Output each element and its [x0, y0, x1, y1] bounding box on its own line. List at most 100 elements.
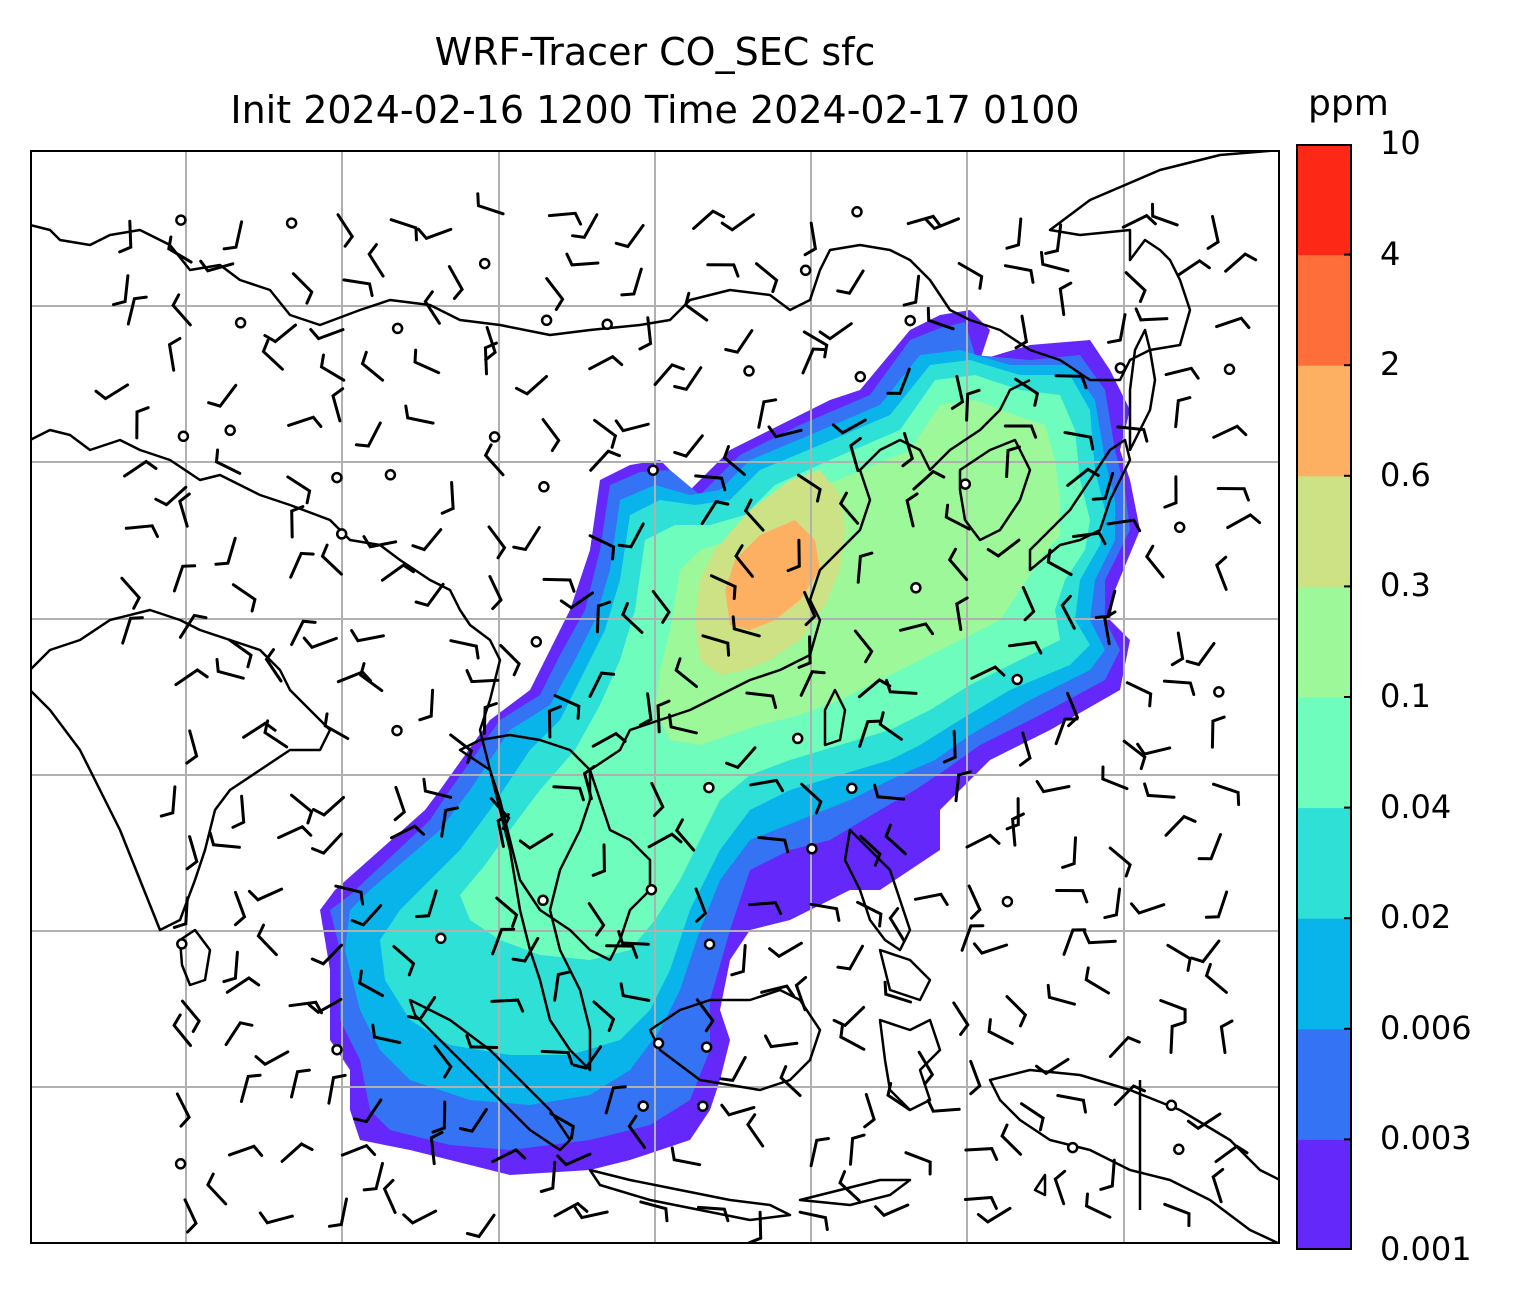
- colorbar-segment: [1296, 144, 1352, 256]
- wind-barb: [362, 535, 398, 549]
- wind-barb: [1170, 631, 1185, 667]
- wind-barb: [222, 220, 244, 251]
- wind-barb: [619, 982, 651, 1002]
- wind-barb: [970, 665, 1006, 680]
- wind-barb: [490, 998, 525, 1013]
- wind-barb: [604, 1085, 627, 1115]
- wind-barb: [215, 658, 245, 680]
- calm-marker: [700, 1041, 713, 1053]
- wind-barb: [264, 648, 283, 683]
- wind-barb: [838, 1170, 861, 1202]
- wind-barb: [1211, 1167, 1225, 1204]
- wind-barb: [839, 1023, 866, 1051]
- wind-barb: [621, 602, 644, 634]
- wind-barb: [757, 836, 790, 854]
- wind-barb: [639, 1200, 669, 1223]
- wind-barb: [701, 634, 731, 657]
- wind-barb: [1008, 640, 1043, 655]
- wind-barb: [1046, 548, 1073, 576]
- colorbar-segment: [1296, 475, 1352, 587]
- wind-barb: [638, 692, 653, 727]
- wind-barb: [1005, 445, 1021, 478]
- colorbar-unit-label: ppm: [1308, 83, 1389, 124]
- wind-barb: [803, 221, 818, 257]
- wind-barb: [415, 889, 438, 919]
- wind-barb: [651, 590, 671, 624]
- wind-barb: [1210, 715, 1226, 749]
- wind-barb: [1014, 377, 1040, 407]
- wind-barb: [1122, 739, 1147, 771]
- wind-barb: [353, 1098, 383, 1124]
- colorbar-segment: [1296, 586, 1352, 698]
- wind-barb: [1103, 610, 1117, 646]
- wind-barb: [786, 538, 801, 573]
- wind-barb: [1159, 999, 1187, 1024]
- colorbar-tick-label: 0.3: [1380, 566, 1431, 605]
- wind-barb: [371, 1023, 402, 1045]
- coastlines: [30, 150, 1280, 1244]
- calm-marker: [175, 214, 187, 226]
- wind-barb: [1212, 782, 1241, 806]
- wind-barb: [175, 1092, 191, 1128]
- wind-barb: [553, 694, 581, 720]
- wind-barb: [1060, 594, 1076, 630]
- wind-barb: [334, 884, 365, 906]
- calm-marker: [652, 1037, 665, 1050]
- wind-barb: [172, 896, 189, 929]
- wind-barb: [231, 794, 246, 829]
- wind-barb: [595, 600, 612, 634]
- map-title-line1: WRF-Tracer CO_SEC sfc: [434, 30, 876, 74]
- wind-barb: [673, 366, 703, 392]
- colorbar-tick-label: 4: [1380, 234, 1401, 273]
- wind-barb: [258, 1211, 294, 1225]
- wind-barb: [539, 1160, 557, 1193]
- wind-barb: [167, 235, 193, 264]
- wind-barb: [1005, 217, 1023, 250]
- wind-barb: [874, 1203, 910, 1218]
- wind-barb: [254, 1050, 290, 1067]
- wind-barb: [1125, 681, 1153, 708]
- wind-barb: [757, 398, 778, 429]
- colorbar-segment: [1296, 254, 1352, 366]
- wind-barb: [926, 1098, 961, 1113]
- wind-barb: [745, 691, 778, 710]
- map-frame: [30, 150, 1280, 1244]
- wind-barb: [1151, 202, 1179, 227]
- calm-marker: [1011, 673, 1023, 686]
- wind-barb: [350, 629, 385, 643]
- wind-barb: [518, 832, 554, 850]
- wind-barb: [1174, 396, 1192, 429]
- wind-barb: [547, 211, 583, 226]
- wind-barb: [440, 481, 455, 515]
- wind-barb: [547, 705, 562, 739]
- wind-barb: [1164, 814, 1197, 837]
- wind-barb: [1061, 836, 1077, 869]
- wind-barb: [1066, 691, 1080, 728]
- wind-barb: [694, 887, 708, 923]
- wind-barb: [831, 418, 867, 435]
- wind-barb: [327, 1073, 347, 1105]
- wind-barb: [515, 375, 548, 396]
- wind-barb: [627, 1114, 646, 1149]
- wind-barb: [112, 274, 130, 307]
- wind-barb: [1018, 731, 1032, 767]
- wind-barb: [755, 262, 779, 294]
- wind-barb: [963, 1195, 998, 1210]
- wind-barb: [972, 942, 1009, 955]
- calm-marker: [391, 322, 404, 335]
- wind-barb: [899, 622, 935, 636]
- wind-barb: [748, 901, 783, 915]
- wind-barb: [172, 564, 197, 593]
- calm-marker: [391, 724, 403, 737]
- wind-barb: [1084, 1192, 1112, 1219]
- wind-barb: [418, 688, 435, 722]
- wind-barb: [1005, 995, 1028, 1028]
- calm-marker: [1114, 362, 1127, 374]
- wind-barb: [886, 367, 911, 395]
- wind-barb: [1204, 890, 1229, 919]
- wind-barb: [1040, 250, 1070, 273]
- wind-barb: [1116, 425, 1149, 443]
- wind-barb: [901, 432, 915, 468]
- wind-barb: [960, 924, 985, 952]
- wind-barb: [449, 733, 474, 764]
